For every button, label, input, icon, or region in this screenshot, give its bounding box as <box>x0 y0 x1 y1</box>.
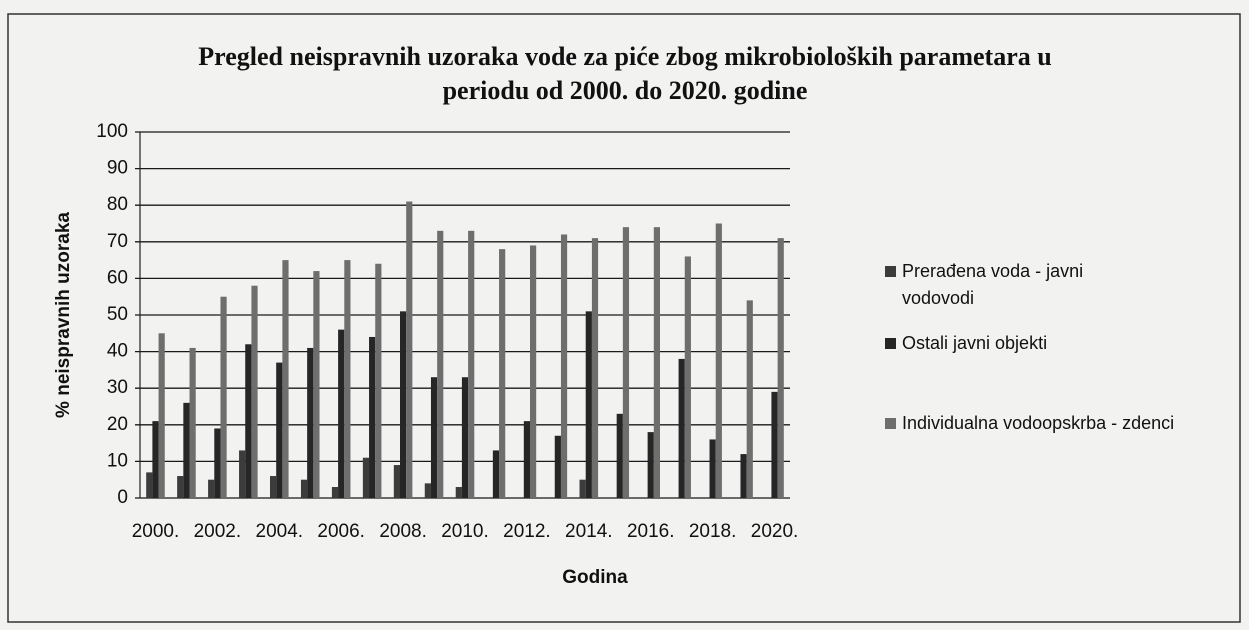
bar <box>746 300 753 498</box>
bar <box>208 479 215 498</box>
bar <box>560 234 568 499</box>
legend-item: Ostali javni objekti <box>885 330 1195 357</box>
x-tick-label: 2010. <box>441 521 489 542</box>
bar <box>177 476 184 498</box>
bar <box>362 457 370 498</box>
bar <box>183 402 190 498</box>
bar <box>715 223 722 498</box>
bar <box>220 296 227 498</box>
bar <box>214 428 221 498</box>
x-tick-label: 2008. <box>379 521 427 542</box>
chart-frame <box>7 13 1241 623</box>
bar <box>300 479 308 498</box>
bar <box>455 487 462 498</box>
bar <box>622 227 630 498</box>
legend-swatch <box>885 266 896 277</box>
y-tick-label: 40 <box>107 341 128 362</box>
x-tick-label: 2000. <box>132 521 180 542</box>
x-tick-label: 2002. <box>194 521 242 542</box>
x-axis-title: Godina <box>562 567 628 588</box>
bar <box>400 311 407 498</box>
y-tick-label: 10 <box>107 450 128 471</box>
bar <box>591 238 599 498</box>
legend-label: Individualna vodoopskrba - zdenci <box>902 413 1175 433</box>
bar <box>492 450 500 498</box>
bar <box>146 472 153 498</box>
y-tick-label: 70 <box>107 231 128 252</box>
bar <box>437 230 444 498</box>
y-tick-label: 100 <box>96 121 128 142</box>
bar <box>251 285 258 498</box>
bar <box>430 377 438 498</box>
legend-swatch <box>885 338 896 349</box>
x-tick-label: 2012. <box>503 521 551 542</box>
x-tick-label: 2004. <box>256 521 304 542</box>
bar <box>313 271 320 498</box>
bar <box>270 476 277 498</box>
y-tick-label: 0 <box>117 487 128 508</box>
bar <box>276 362 283 498</box>
bar <box>777 238 784 498</box>
bar <box>499 249 506 498</box>
bar <box>331 487 339 498</box>
bar <box>554 435 561 498</box>
legend-label: Prerađena voda - javni vodovodi <box>902 261 1084 308</box>
y-axis-title: % neispravnih uzoraka <box>53 212 74 418</box>
bar <box>282 260 289 498</box>
legend-item: Prerađena voda - javni vodovodi <box>885 258 1120 312</box>
bar <box>653 227 660 498</box>
chart-title: Pregled neispravnih uzoraka vode za piće… <box>198 42 1052 105</box>
bar <box>740 454 747 498</box>
bar <box>585 311 592 498</box>
x-tick-label: 2014. <box>565 521 613 542</box>
bar <box>523 421 530 498</box>
bar <box>530 245 537 498</box>
bar <box>709 439 716 498</box>
legend-swatch <box>885 418 896 429</box>
legend-item: Individualna vodoopskrba - zdenci <box>885 410 1195 437</box>
y-tick-label: 20 <box>107 414 128 435</box>
bar <box>424 483 431 498</box>
y-tick-label: 90 <box>107 158 128 179</box>
bar <box>616 413 623 498</box>
y-tick-label: 30 <box>107 377 128 398</box>
x-tick-label: 2020. <box>751 521 799 542</box>
bar <box>579 479 586 498</box>
y-tick-label: 80 <box>107 194 128 215</box>
x-tick-label: 2006. <box>317 521 365 542</box>
bar <box>152 421 159 498</box>
bar <box>684 256 691 498</box>
x-tick-label: 2018. <box>689 521 737 542</box>
bar <box>239 450 246 498</box>
bar <box>245 344 252 498</box>
bar <box>158 333 165 498</box>
bar <box>771 391 778 498</box>
bar <box>406 201 413 499</box>
bar <box>369 336 376 498</box>
bar <box>189 347 196 498</box>
bar <box>338 329 345 498</box>
bar <box>393 465 400 498</box>
bar <box>307 347 314 498</box>
x-tick-label: 2016. <box>627 521 675 542</box>
bar <box>647 432 654 498</box>
bar <box>344 260 351 498</box>
legend-label: Ostali javni objekti <box>902 333 1048 353</box>
y-tick-label: 50 <box>107 304 128 325</box>
bar <box>678 358 685 498</box>
bar <box>461 377 469 498</box>
bar <box>468 230 475 498</box>
y-tick-label: 60 <box>107 267 128 288</box>
bar <box>375 263 382 498</box>
